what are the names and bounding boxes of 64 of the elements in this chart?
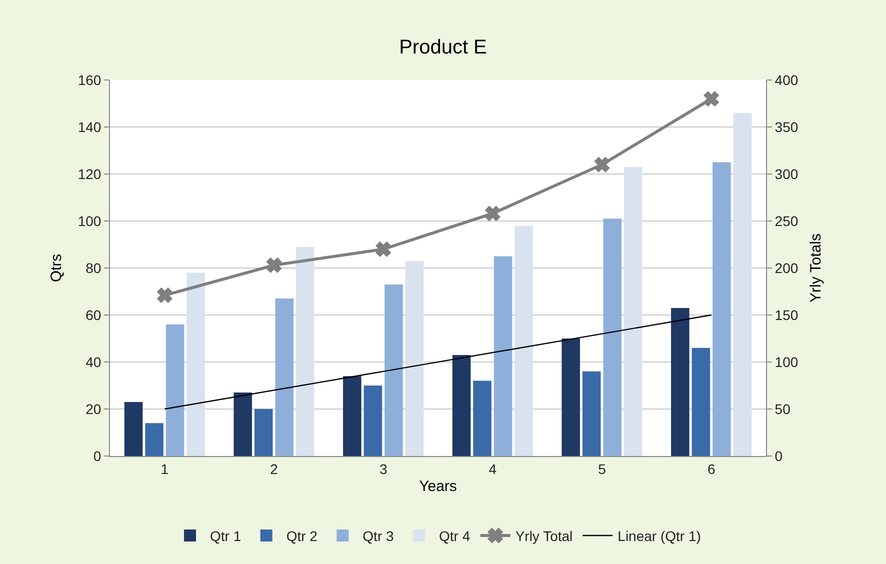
y2-tick-label: 150 xyxy=(774,306,798,323)
bar xyxy=(514,226,533,456)
y2-tick-label: 350 xyxy=(774,118,798,135)
chart-title: Product E xyxy=(399,36,487,58)
x-tick-label: 3 xyxy=(379,460,388,477)
legend-label: Linear (Qtr 1) xyxy=(618,528,701,544)
y-axis-title: Qtrs xyxy=(48,254,66,282)
y2-tick-label: 50 xyxy=(774,400,791,417)
y2-tick-label: 250 xyxy=(774,212,798,229)
bar xyxy=(562,338,580,456)
bar xyxy=(275,298,294,456)
y-tick-label: 20 xyxy=(86,400,102,417)
bar xyxy=(494,256,512,456)
legend-label: Qtr 1 xyxy=(210,528,242,544)
bar xyxy=(364,386,382,456)
bar xyxy=(234,392,252,456)
y2-tick-label: 400 xyxy=(774,72,798,88)
point xyxy=(157,288,172,303)
bar xyxy=(296,246,314,456)
bar xyxy=(712,162,731,456)
bar xyxy=(582,371,601,456)
bar xyxy=(254,409,273,456)
bar xyxy=(384,284,403,456)
x-tick-label: 5 xyxy=(598,460,606,477)
bar xyxy=(624,166,642,456)
legend-label: Qtr 2 xyxy=(286,528,318,544)
y2-tick-label: 200 xyxy=(774,260,798,276)
bar xyxy=(145,423,164,456)
bar xyxy=(671,308,690,456)
y2-tick-label: 300 xyxy=(774,166,798,182)
bar xyxy=(166,324,184,456)
legend-label: Qtr 4 xyxy=(438,528,470,544)
bar xyxy=(473,380,492,456)
y2-tick-label: 0 xyxy=(774,448,783,464)
bar xyxy=(343,376,362,456)
y-tick-label: 120 xyxy=(78,166,102,182)
legend-label: Yrly Total xyxy=(515,528,573,544)
bar xyxy=(733,112,752,456)
point xyxy=(704,91,719,106)
y-tick-label: 40 xyxy=(86,354,102,370)
y-tick-label: 80 xyxy=(86,260,102,276)
bar xyxy=(452,354,471,456)
bar xyxy=(124,402,143,456)
x-tick-label: 4 xyxy=(488,460,497,477)
x-tick-label: 6 xyxy=(707,460,716,477)
x-axis-title: Years xyxy=(419,478,457,495)
x-tick-label: 2 xyxy=(270,460,278,477)
y-tick-label: 0 xyxy=(93,448,102,464)
bar xyxy=(186,272,205,456)
y-tick-label: 140 xyxy=(78,118,102,135)
bar xyxy=(405,260,424,456)
y-tick-label: 160 xyxy=(78,72,102,88)
point xyxy=(266,258,282,273)
point xyxy=(485,206,500,222)
y2-tick-label: 100 xyxy=(774,354,798,370)
x-tick-label: 1 xyxy=(160,460,169,477)
y-tick-label: 60 xyxy=(86,306,102,323)
bar xyxy=(692,348,710,456)
legend-label: Qtr 3 xyxy=(362,528,394,544)
y-tick-label: 100 xyxy=(78,212,102,229)
point xyxy=(594,157,610,172)
bar xyxy=(603,218,622,456)
y2-axis-title: Yrly Totals xyxy=(807,234,824,302)
point xyxy=(376,242,391,257)
